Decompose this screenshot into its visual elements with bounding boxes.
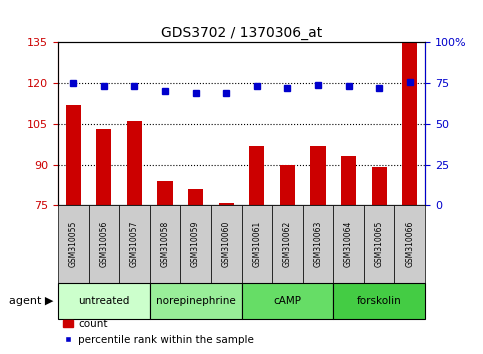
Text: GSM310057: GSM310057 xyxy=(130,221,139,268)
Bar xyxy=(219,202,234,205)
Text: agent ▶: agent ▶ xyxy=(9,296,53,306)
Bar xyxy=(333,283,425,319)
Bar xyxy=(150,283,242,319)
Text: GSM310058: GSM310058 xyxy=(160,221,170,267)
Text: cAMP: cAMP xyxy=(273,296,301,306)
Bar xyxy=(188,189,203,205)
Bar xyxy=(395,205,425,283)
Bar xyxy=(242,283,333,319)
Text: GSM310066: GSM310066 xyxy=(405,221,414,268)
Bar xyxy=(127,121,142,205)
Bar xyxy=(280,165,295,205)
Legend: count, percentile rank within the sample: count, percentile rank within the sample xyxy=(58,315,258,349)
Text: GSM310060: GSM310060 xyxy=(222,221,231,268)
Bar xyxy=(211,205,242,283)
Bar xyxy=(402,42,417,205)
Bar xyxy=(341,156,356,205)
Bar xyxy=(364,205,395,283)
Text: GSM310055: GSM310055 xyxy=(69,221,78,268)
Text: GSM310065: GSM310065 xyxy=(375,221,384,268)
Text: GSM310064: GSM310064 xyxy=(344,221,353,268)
Bar xyxy=(96,129,112,205)
Bar xyxy=(333,205,364,283)
Text: GSM310059: GSM310059 xyxy=(191,221,200,268)
Text: untreated: untreated xyxy=(78,296,129,306)
Bar xyxy=(311,145,326,205)
Text: norepinephrine: norepinephrine xyxy=(156,296,236,306)
Bar xyxy=(303,205,333,283)
Bar xyxy=(119,205,150,283)
Bar xyxy=(58,283,150,319)
Bar xyxy=(66,105,81,205)
Bar xyxy=(242,205,272,283)
Bar xyxy=(371,167,387,205)
Text: GSM310063: GSM310063 xyxy=(313,221,323,268)
Text: GSM310056: GSM310056 xyxy=(99,221,108,268)
Bar xyxy=(272,205,303,283)
Text: GSM310062: GSM310062 xyxy=(283,221,292,267)
Bar xyxy=(180,205,211,283)
Bar xyxy=(88,205,119,283)
Text: GSM310061: GSM310061 xyxy=(252,221,261,267)
Bar xyxy=(249,145,265,205)
Bar xyxy=(58,205,88,283)
Bar xyxy=(157,181,173,205)
Bar xyxy=(150,205,180,283)
Text: forskolin: forskolin xyxy=(357,296,401,306)
Title: GDS3702 / 1370306_at: GDS3702 / 1370306_at xyxy=(161,26,322,40)
